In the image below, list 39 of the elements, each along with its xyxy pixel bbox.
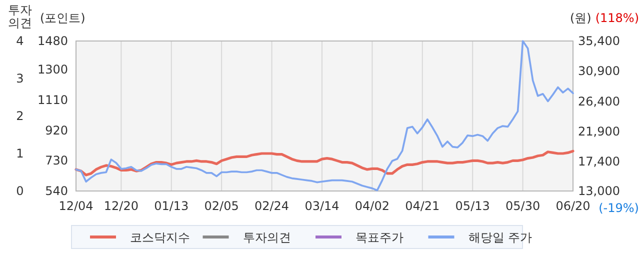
y-tick-label: 540 (45, 184, 68, 198)
x-tick-label: 01/13 (154, 199, 189, 213)
y-tick-label: 1480 (37, 34, 68, 48)
y2-tick-label: 26,400 (578, 94, 620, 108)
y2-tick-label: 21,900 (578, 124, 620, 138)
y3-axis-title: 투자의견 (8, 3, 32, 30)
legend-label: 목표주가 (356, 230, 404, 244)
y2-tick-label: 13,000 (578, 184, 620, 198)
x-tick-label: 05/13 (455, 199, 490, 213)
line-series (75, 40, 574, 192)
legend-label: 투자의견 (242, 230, 291, 244)
y3-tick-label: 4 (16, 34, 24, 48)
y2-axis-title: (원) (570, 11, 592, 25)
x-tick-label: 12/20 (104, 199, 138, 213)
y-tick-label: 920 (45, 123, 68, 138)
x-tick-label: 02/05 (204, 199, 239, 213)
legend-label: 코스닥지수 (130, 230, 190, 244)
y2-tick-label: 35,400 (578, 34, 620, 48)
y-tick-label: 1300 (37, 62, 68, 77)
x-tick-label: 12/04 (58, 199, 94, 213)
y3-tick-label: 1 (16, 146, 24, 160)
y-tick-label: 1110 (37, 93, 68, 108)
y-axis-title: (포인트) (40, 11, 86, 25)
line-series (74, 150, 574, 176)
x-tick-label: 03/14 (304, 199, 340, 213)
y2-tick-label: 30,900 (578, 64, 620, 78)
y3-tick-label: 3 (16, 72, 24, 86)
legend-label: 해당일 주가 (468, 230, 532, 244)
y-tick-label: 730 (45, 154, 68, 168)
x-tick-label: 04/21 (405, 199, 440, 213)
x-tick-label: 05/30 (506, 199, 540, 213)
y3-tick-label: 0 (16, 184, 24, 198)
text: (-19%) (598, 201, 639, 215)
x-tick-label: 02/24 (254, 199, 290, 213)
y2-tick-label: 17,400 (578, 154, 620, 169)
x-tick-label: 04/02 (354, 199, 390, 213)
y3-tick-label: 2 (16, 109, 24, 123)
text: (118%) (595, 11, 639, 25)
x-tick-label: 06/20 (556, 199, 590, 213)
